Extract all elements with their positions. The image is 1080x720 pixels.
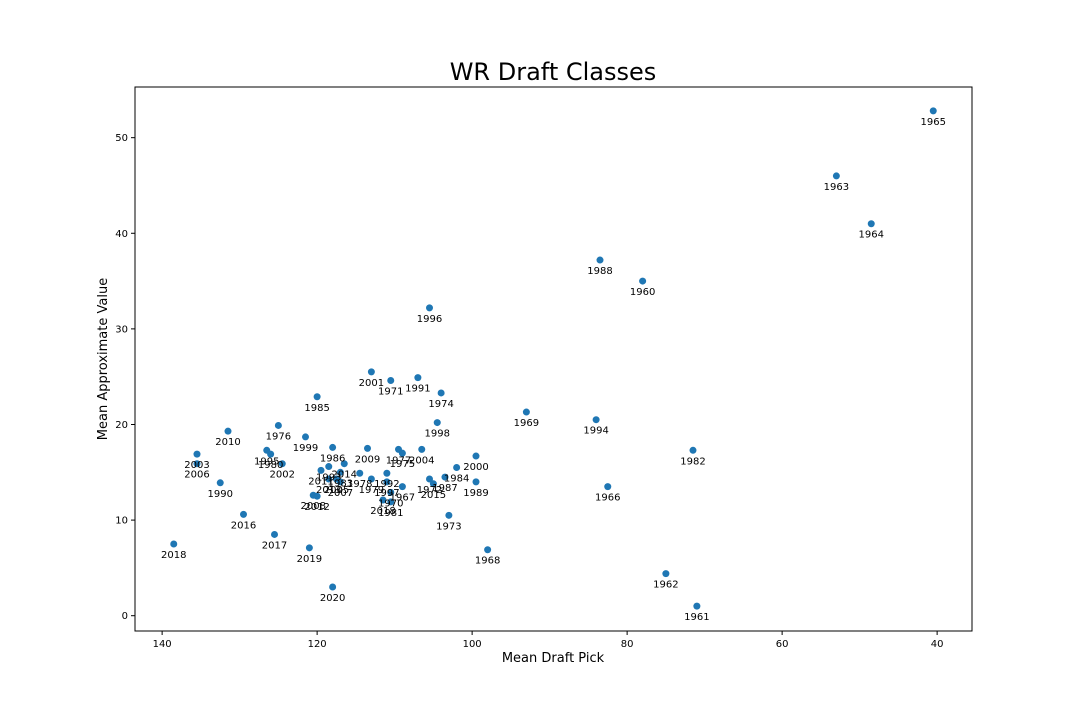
data-point	[275, 422, 282, 429]
data-point-label: 1986	[320, 453, 345, 464]
data-point-label: 1981	[378, 508, 403, 519]
data-point-label: 1998	[425, 429, 450, 440]
data-point-label: 1960	[630, 287, 655, 298]
data-point-label: 1969	[514, 418, 539, 429]
data-point	[426, 304, 433, 311]
y-tick-label: 20	[115, 420, 128, 431]
data-point-label: 1971	[378, 387, 403, 398]
data-point	[217, 479, 224, 486]
data-point-label: 2017	[262, 540, 287, 551]
y-tick-label: 40	[115, 229, 128, 240]
data-point	[438, 389, 445, 396]
data-point-label: 1973	[436, 521, 461, 532]
data-point	[314, 393, 321, 400]
data-point	[473, 453, 480, 460]
data-point	[833, 172, 840, 179]
data-point	[414, 374, 421, 381]
data-points	[170, 107, 937, 609]
data-point	[399, 483, 406, 490]
data-point	[170, 540, 177, 547]
y-tick-label: 30	[115, 324, 128, 335]
y-axis-title: Mean Approximate Value	[96, 278, 111, 440]
data-point	[604, 483, 611, 490]
x-tick-label: 140	[153, 639, 172, 650]
data-point	[329, 444, 336, 451]
data-point	[356, 470, 363, 477]
data-point-label: 1990	[208, 489, 233, 500]
data-point	[930, 107, 937, 114]
data-point	[597, 257, 604, 264]
y-tick-label: 10	[115, 516, 128, 527]
data-point-label: 1968	[475, 556, 500, 567]
data-point	[387, 377, 394, 384]
y-axis-ticks: 0 10 20 30 40 50	[115, 133, 135, 622]
data-point	[225, 428, 232, 435]
data-point	[693, 603, 700, 610]
data-point-label: 2000	[463, 462, 488, 473]
data-point-label: 1966	[595, 493, 620, 504]
data-point	[329, 584, 336, 591]
x-tick-label: 120	[308, 639, 327, 650]
data-point	[523, 409, 530, 416]
data-point-label: 1982	[680, 456, 705, 467]
data-point-label: 2012	[304, 502, 329, 513]
data-point-label: 1994	[583, 426, 608, 437]
data-point-label: 1989	[463, 488, 488, 499]
data-point-label: 1975	[390, 459, 415, 470]
chart-title: WR Draft Classes	[450, 58, 657, 86]
data-point	[194, 451, 201, 458]
data-point	[445, 512, 452, 519]
y-tick-label: 0	[122, 611, 128, 622]
data-point-label: 1985	[304, 403, 329, 414]
data-point-label: 1999	[293, 443, 318, 454]
data-point-label: 2016	[231, 520, 256, 531]
data-point-label: 1962	[653, 580, 678, 591]
data-point-label: 1991	[405, 384, 430, 395]
x-tick-label: 80	[621, 639, 634, 650]
data-point	[368, 368, 375, 375]
data-point-label: 1976	[266, 431, 291, 442]
data-point-label: 2019	[297, 554, 322, 565]
data-point	[271, 531, 278, 538]
data-point	[662, 570, 669, 577]
data-point-label: 2006	[184, 470, 209, 481]
data-point-label: 1963	[824, 182, 849, 193]
x-tick-label: 60	[776, 639, 789, 650]
data-point	[690, 447, 697, 454]
data-point-label: 2010	[215, 437, 240, 448]
data-point-label: 1964	[859, 230, 884, 241]
x-tick-label: 100	[463, 639, 482, 650]
point-labels: 19651963196419881960199620011971 19911974…	[161, 117, 946, 623]
data-point	[473, 478, 480, 485]
data-point	[453, 464, 460, 471]
data-point-label: 1974	[428, 399, 453, 410]
data-point-label: 1996	[417, 314, 442, 325]
data-point	[418, 446, 425, 453]
data-point	[364, 445, 371, 452]
data-point-label: 2007	[328, 488, 353, 499]
data-point	[240, 511, 247, 518]
data-point	[593, 416, 600, 423]
data-point	[484, 546, 491, 553]
data-point-label: 1988	[587, 266, 612, 277]
data-point-label: 1965	[921, 117, 946, 128]
data-point	[868, 220, 875, 227]
x-tick-label: 40	[931, 639, 944, 650]
data-point-label: 2015	[421, 490, 446, 501]
data-point	[639, 278, 646, 285]
data-point-label: 1961	[684, 612, 709, 623]
data-point	[434, 419, 441, 426]
data-point-label: 2020	[320, 593, 345, 604]
x-axis-title: Mean Draft Pick	[502, 651, 605, 666]
x-axis-ticks: 140 120 100 80 60 40	[153, 631, 944, 650]
plot-area-frame	[135, 87, 972, 631]
y-tick-label: 50	[115, 133, 128, 144]
data-point	[306, 544, 313, 551]
data-point	[302, 433, 309, 440]
data-point-label: 2018	[161, 550, 186, 561]
data-point-label: 2009	[355, 454, 380, 465]
data-point-label: 2002	[270, 470, 295, 481]
data-point	[383, 470, 390, 477]
